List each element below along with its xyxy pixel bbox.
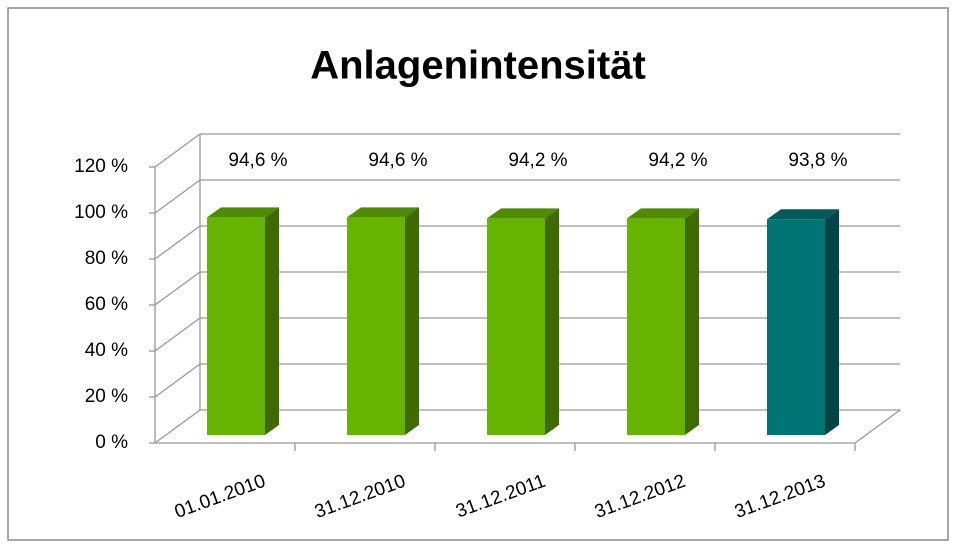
bar [487, 218, 545, 435]
bar-side [825, 209, 839, 435]
data-label: 94,6 % [228, 150, 287, 171]
y-tick-label: 100 % [74, 202, 128, 223]
bar [767, 219, 825, 435]
bar-top [487, 208, 559, 219]
bar-side [405, 207, 419, 435]
grid-line [154, 133, 900, 168]
chart-title: Anlagenintensität [310, 44, 646, 88]
y-tick-label: 20 % [85, 386, 128, 407]
grid-line [154, 179, 900, 214]
data-label: 94,2 % [508, 150, 567, 171]
bar-top [767, 209, 839, 220]
y-tick-label: 80 % [85, 248, 128, 269]
y-tick-label: 0 % [95, 432, 128, 453]
data-label: 93,8 % [788, 150, 847, 171]
y-tick-label: 60 % [85, 294, 128, 315]
bar [347, 217, 405, 435]
bar-side [545, 208, 559, 435]
bar [627, 218, 685, 435]
y-tick-label: 120 % [74, 156, 128, 177]
bar-side [685, 208, 699, 435]
y-tick-label: 40 % [85, 340, 128, 361]
data-label: 94,6 % [368, 150, 427, 171]
bar-top [627, 208, 699, 219]
bar-top [347, 207, 419, 218]
bar-top [207, 207, 279, 218]
data-label: 94,2 % [648, 150, 707, 171]
bar-side [265, 207, 279, 435]
bar [207, 217, 265, 435]
